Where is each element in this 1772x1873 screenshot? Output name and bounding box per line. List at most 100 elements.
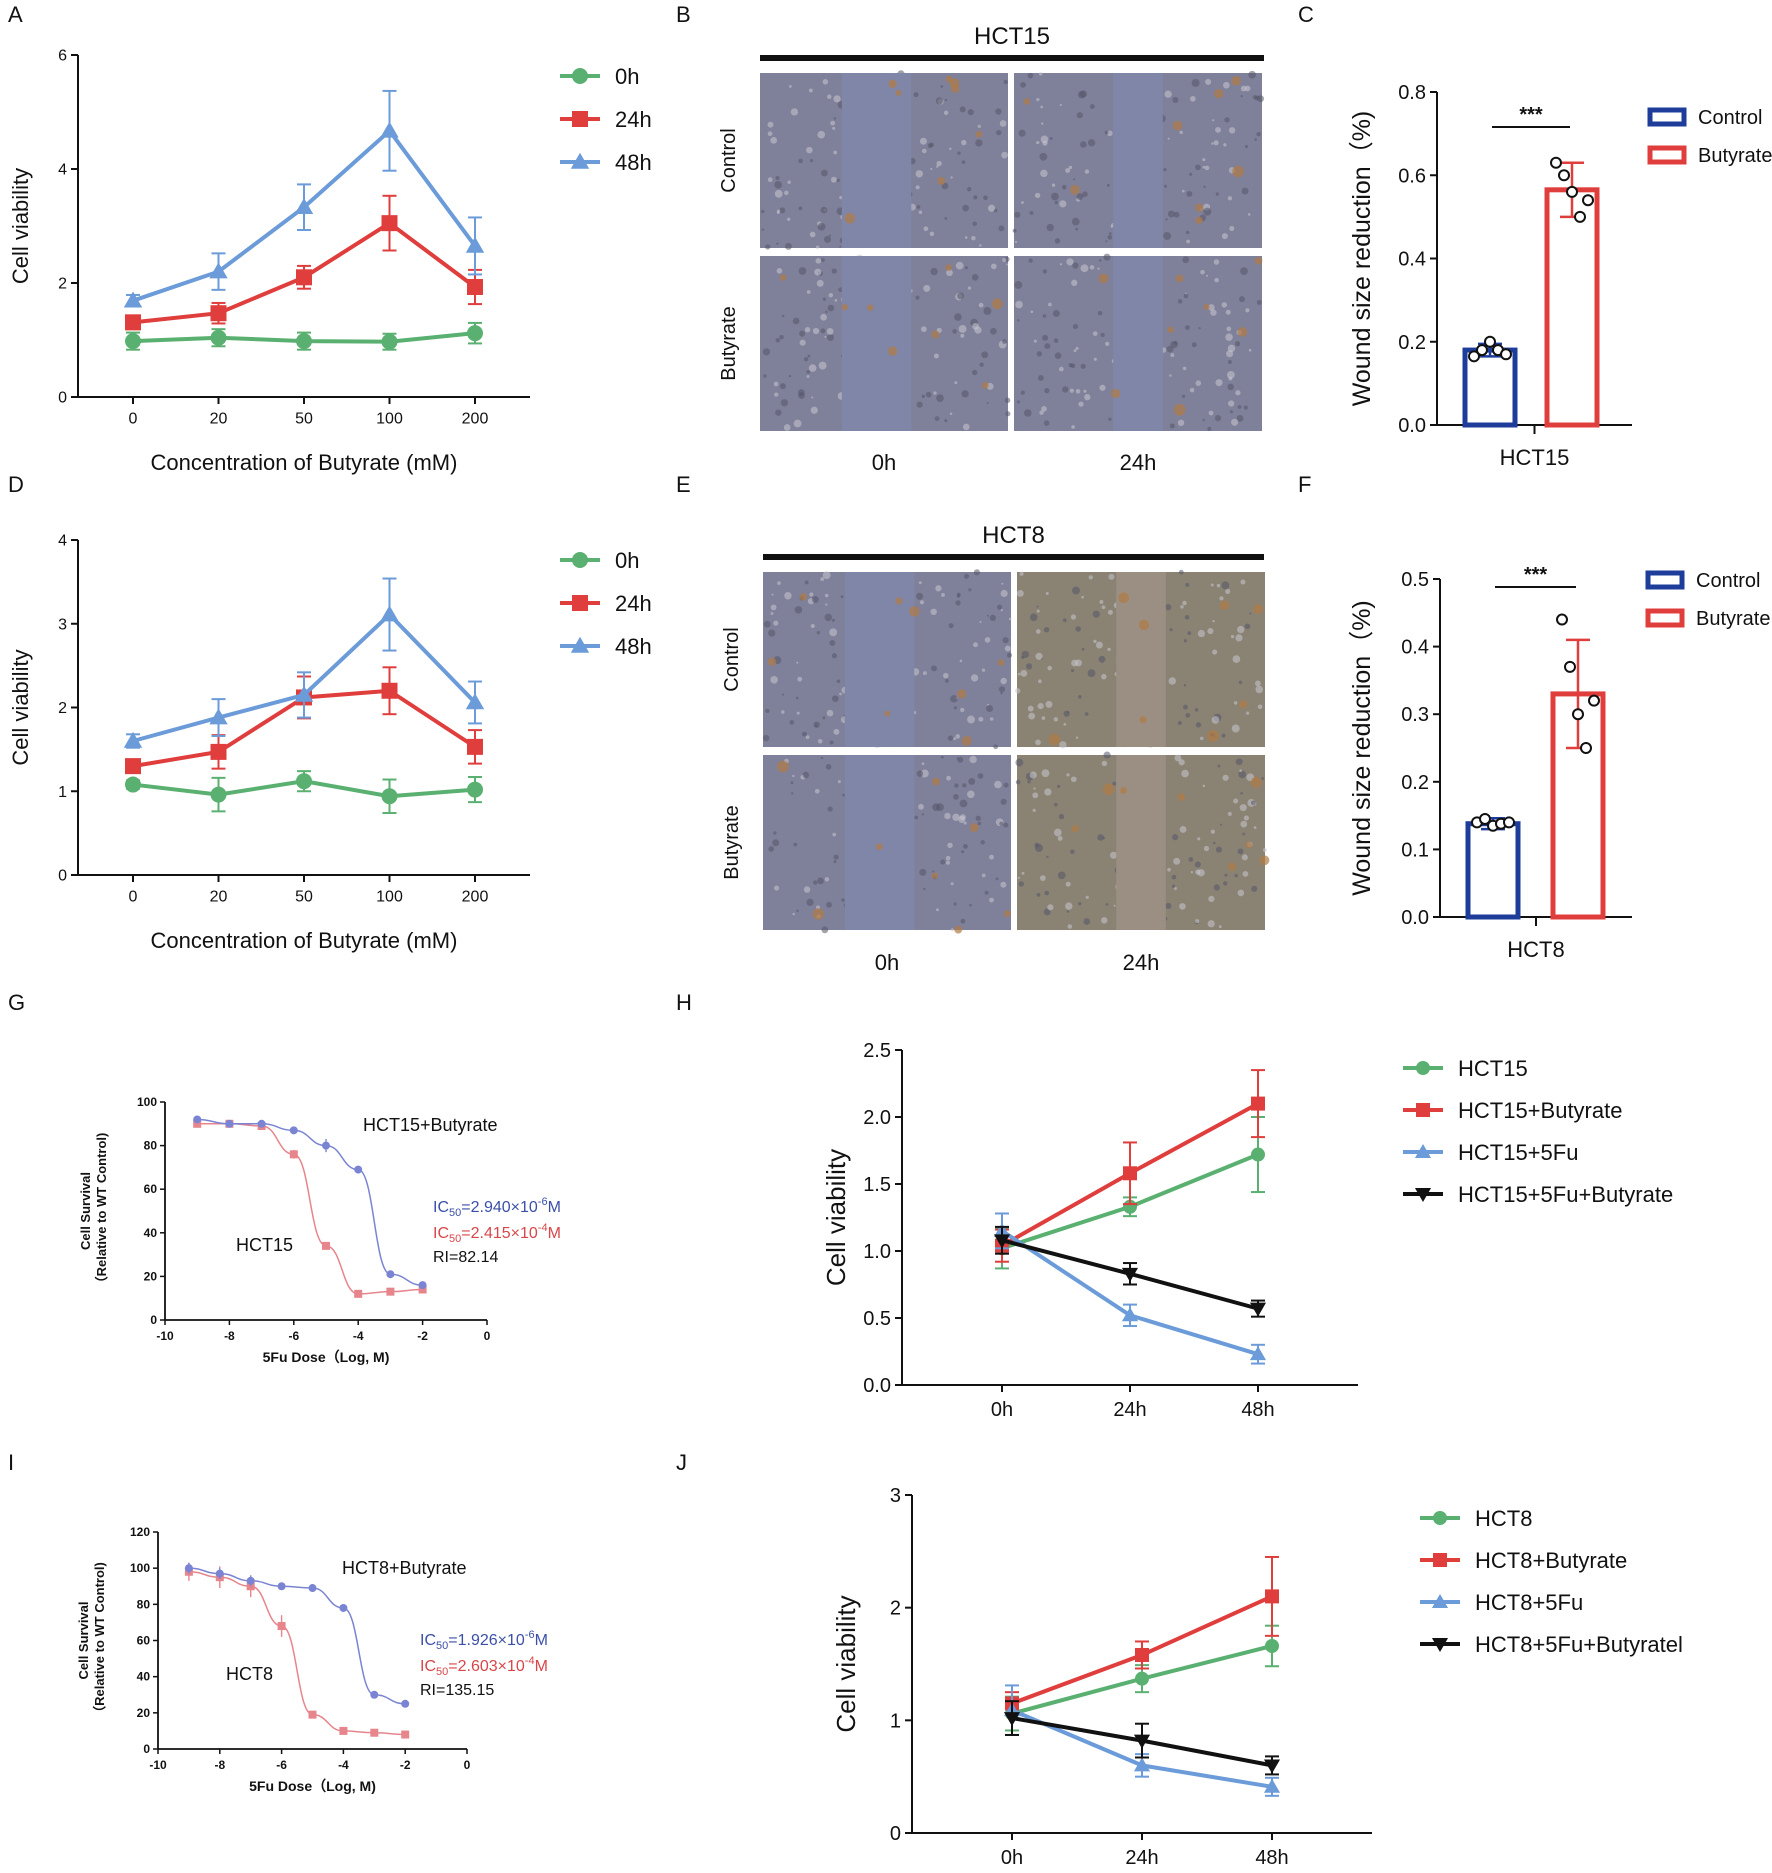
cell-texture <box>833 117 837 120</box>
x-tick-label: 50 <box>295 888 313 905</box>
cell-debris <box>887 346 898 356</box>
cell-texture <box>1071 217 1080 226</box>
cell-debris <box>997 659 1005 667</box>
cell-texture <box>816 279 824 287</box>
cell-texture <box>761 209 765 214</box>
cell-texture <box>940 85 944 88</box>
data-point <box>380 121 399 138</box>
cell-texture <box>945 855 951 861</box>
cell-texture <box>827 94 832 100</box>
cell-texture <box>1045 592 1049 596</box>
wound-gap <box>841 256 912 431</box>
cell-texture <box>1070 776 1077 783</box>
cell-texture <box>972 221 978 227</box>
cell-texture <box>784 592 792 600</box>
cell-texture <box>1169 423 1175 429</box>
cell-debris <box>1023 98 1031 105</box>
x-tick-label: -6 <box>288 1329 299 1343</box>
y-axis-label: Cell Survival <box>78 1172 93 1250</box>
cell-texture <box>1186 239 1191 244</box>
cell-texture <box>989 897 994 903</box>
y-tick-label: 0 <box>150 1313 157 1327</box>
cell-texture <box>822 716 826 720</box>
cell-texture <box>1043 627 1050 633</box>
data-point <box>1263 1759 1281 1774</box>
cell-texture <box>1229 410 1234 414</box>
data-point <box>215 1569 224 1578</box>
ic50-subscript: 50 <box>436 1640 448 1652</box>
cell-texture <box>919 600 925 605</box>
data-point <box>1556 613 1568 626</box>
cell-texture <box>787 180 791 184</box>
cell-texture <box>832 695 839 702</box>
x-tick-label: 20 <box>210 888 228 905</box>
cell-texture <box>1178 759 1185 766</box>
cell-texture <box>1000 608 1003 612</box>
cell-texture <box>1173 886 1177 890</box>
data-point <box>1265 1589 1279 1604</box>
cell-texture <box>1164 90 1172 98</box>
cell-texture <box>1071 279 1078 287</box>
panel-letter-f: F <box>1298 472 1311 497</box>
ic50-unit: M <box>535 1658 548 1675</box>
y-tick-label: 2.0 <box>863 1107 891 1129</box>
data-point <box>467 738 483 755</box>
cell-texture <box>773 620 779 626</box>
curve-label-parental: HCT8 <box>226 1664 273 1684</box>
data-point <box>1263 1778 1281 1793</box>
y-tick-label: 0.1 <box>1401 839 1429 861</box>
cell-texture <box>936 803 944 811</box>
cell-texture <box>1171 874 1177 880</box>
legend-label: HCT15+Butyrate <box>1458 1098 1622 1123</box>
legend-swatch <box>1645 608 1685 628</box>
cell-texture <box>961 160 966 164</box>
ic50-value: =1.926×10 <box>448 1632 525 1649</box>
cell-texture <box>960 333 965 338</box>
cell-texture <box>944 812 951 820</box>
cell-texture <box>1177 299 1183 304</box>
x-tick-label: -10 <box>156 1329 174 1343</box>
x-tick-label: 24h <box>1125 1847 1158 1869</box>
cell-texture <box>1059 741 1067 749</box>
ic50-base: IC <box>433 1225 449 1242</box>
cell-texture <box>1029 771 1037 779</box>
cell-texture <box>798 158 803 164</box>
data-point <box>308 1710 317 1719</box>
data-point <box>246 1576 255 1585</box>
cell-texture <box>1101 760 1108 767</box>
cell-texture <box>920 326 927 333</box>
cell-texture <box>998 686 1006 693</box>
cell-debris <box>945 264 953 272</box>
ic50-butyrate: IC50=2.940×10-6M <box>433 1196 561 1219</box>
y-tick-label: 100 <box>130 1561 150 1575</box>
ic50-value: =2.603×10 <box>448 1658 525 1675</box>
cell-texture <box>806 290 811 294</box>
cell-texture <box>774 180 782 189</box>
cell-debris <box>1259 855 1270 866</box>
cell-texture <box>1226 326 1232 332</box>
cell-texture <box>1211 142 1214 145</box>
legend-label: HCT8 <box>1475 1506 1532 1531</box>
cell-texture <box>1021 871 1025 875</box>
data-point <box>125 314 141 331</box>
cell-texture <box>967 790 975 799</box>
data-point <box>1588 694 1600 707</box>
cell-texture <box>1189 172 1193 176</box>
cell-texture <box>1225 309 1231 315</box>
data-point <box>1500 348 1512 361</box>
cell-texture <box>784 190 789 196</box>
cell-debris <box>945 75 953 83</box>
cell-texture <box>1041 716 1046 720</box>
cell-texture <box>1169 628 1173 632</box>
cell-texture <box>804 580 809 585</box>
cell-texture <box>1078 901 1082 906</box>
cell-texture <box>936 908 939 912</box>
cell-texture <box>1066 773 1070 777</box>
y-axis-label: Cell Survival <box>76 1601 91 1679</box>
cell-texture <box>1207 628 1214 635</box>
cell-texture <box>1213 841 1216 845</box>
cell-texture <box>1070 614 1077 620</box>
cell-texture <box>1249 612 1252 615</box>
y-tick-label: 100 <box>137 1095 157 1109</box>
data-point <box>401 1730 410 1739</box>
